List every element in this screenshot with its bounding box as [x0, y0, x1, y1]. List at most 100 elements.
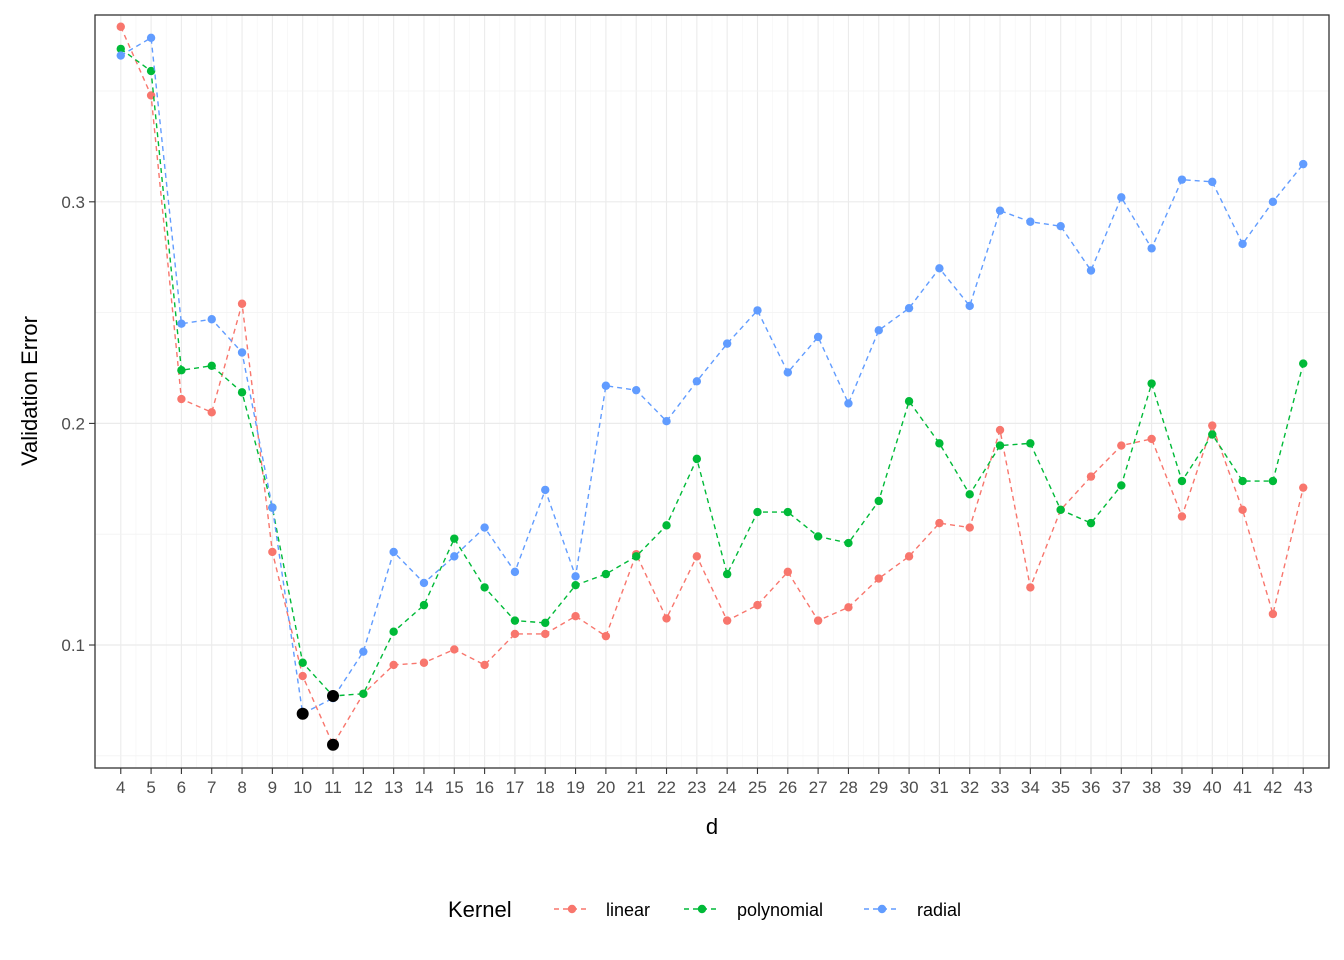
- data-point-linear: [662, 614, 671, 623]
- data-point-radial: [844, 399, 853, 408]
- data-point-polynomial: [541, 618, 550, 628]
- data-point-radial: [995, 206, 1005, 215]
- data-point-radial: [904, 303, 914, 313]
- legend-label: polynomial: [737, 900, 823, 920]
- highlight-points: [296, 689, 340, 751]
- x-tick-label: 14: [415, 778, 434, 797]
- data-point-linear: [480, 660, 489, 670]
- x-tick-label: 43: [1294, 778, 1313, 797]
- x-tick-label: 36: [1082, 778, 1101, 797]
- legend-key-point: [567, 904, 577, 914]
- data-point-radial: [510, 567, 520, 577]
- min-point-marker: [296, 707, 309, 720]
- data-point-linear: [935, 518, 944, 528]
- data-point-polynomial: [995, 441, 1005, 450]
- data-point-radial: [1026, 217, 1035, 226]
- legend-item-polynomial: polynomial: [684, 900, 823, 920]
- x-tick-label: 27: [809, 778, 828, 797]
- data-point-polynomial: [935, 439, 944, 448]
- data-point-linear: [1268, 609, 1278, 619]
- x-tick-label: 31: [930, 778, 949, 797]
- data-point-linear: [298, 671, 307, 681]
- series-polynomial: [116, 44, 1308, 701]
- data-point-linear: [753, 600, 762, 610]
- x-tick-label: 20: [596, 778, 615, 797]
- data-point-linear: [541, 629, 550, 639]
- data-point-radial: [177, 319, 186, 328]
- data-point-polynomial: [116, 44, 125, 54]
- data-point-radial: [116, 51, 125, 60]
- data-point-linear: [1238, 505, 1247, 515]
- data-point-radial: [1268, 197, 1278, 207]
- data-point-polynomial: [1086, 518, 1096, 528]
- x-tick-label: 4: [116, 778, 125, 797]
- data-point-linear: [783, 567, 792, 577]
- data-point-polynomial: [692, 454, 702, 464]
- grid-lines: [95, 15, 1329, 768]
- data-point-polynomial: [146, 66, 156, 76]
- x-tick-label: 26: [778, 778, 797, 797]
- data-point-radial: [692, 377, 702, 386]
- data-point-radial: [207, 315, 216, 324]
- data-point-linear: [1086, 472, 1096, 481]
- x-tick-label: 37: [1112, 778, 1131, 797]
- x-tick-label: 30: [900, 778, 919, 797]
- x-tick-label: 9: [268, 778, 277, 797]
- data-point-polynomial: [177, 366, 186, 375]
- data-point-linear: [571, 612, 580, 621]
- data-point-polynomial: [844, 538, 853, 548]
- legend-label: linear: [606, 900, 650, 920]
- x-tick-label: 25: [748, 778, 767, 797]
- data-point-radial: [571, 572, 580, 581]
- x-tick-label: 39: [1172, 778, 1191, 797]
- data-point-polynomial: [722, 569, 732, 579]
- data-point-linear: [601, 631, 611, 641]
- x-tick-label: 40: [1203, 778, 1222, 797]
- data-point-linear: [1026, 583, 1035, 592]
- data-point-linear: [965, 523, 974, 532]
- y-axis-title: Validation Error: [17, 316, 42, 466]
- legend: Kernel linear polynomial radial: [448, 897, 961, 922]
- legend-label: radial: [917, 900, 961, 920]
- data-point-radial: [1147, 244, 1156, 253]
- x-tick-label: 42: [1263, 778, 1282, 797]
- data-point-polynomial: [1299, 359, 1308, 368]
- data-point-radial: [146, 33, 156, 43]
- data-point-radial: [813, 332, 823, 342]
- legend-title: Kernel: [448, 897, 512, 922]
- x-tick-label: 33: [991, 778, 1010, 797]
- data-point-linear: [813, 616, 823, 625]
- y-tick-label: 0.2: [61, 414, 85, 433]
- series-line-polynomial: [120, 48, 1304, 697]
- x-tick-label: 38: [1142, 778, 1161, 797]
- data-point-linear: [419, 658, 429, 667]
- data-point-radial: [935, 264, 944, 273]
- data-point-linear: [692, 552, 702, 561]
- data-point-linear: [237, 299, 247, 308]
- y-axis: 0.1 0.2 0.3: [61, 193, 95, 655]
- data-point-radial: [662, 416, 671, 426]
- data-point-linear: [450, 645, 459, 654]
- data-point-polynomial: [813, 532, 823, 541]
- data-point-radial: [1117, 193, 1126, 202]
- x-tick-label: 34: [1021, 778, 1040, 797]
- data-point-polynomial: [965, 490, 974, 499]
- data-point-radial: [601, 381, 611, 390]
- y-tick-label: 0.1: [61, 636, 85, 655]
- x-tick-label: 17: [505, 778, 524, 797]
- x-tick-label: 24: [718, 778, 737, 797]
- data-point-polynomial: [571, 580, 580, 590]
- data-point-radial: [965, 301, 974, 311]
- data-point-polynomial: [237, 388, 247, 397]
- data-point-polynomial: [298, 658, 307, 667]
- x-tick-label: 5: [146, 778, 155, 797]
- data-point-polynomial: [1208, 430, 1217, 439]
- data-point-polynomial: [1056, 505, 1065, 515]
- x-tick-label: 6: [177, 778, 186, 797]
- x-tick-label: 28: [839, 778, 858, 797]
- data-point-polynomial: [1117, 481, 1126, 490]
- data-point-radial: [480, 523, 489, 532]
- data-point-radial: [419, 578, 429, 588]
- data-point-linear: [1208, 421, 1217, 430]
